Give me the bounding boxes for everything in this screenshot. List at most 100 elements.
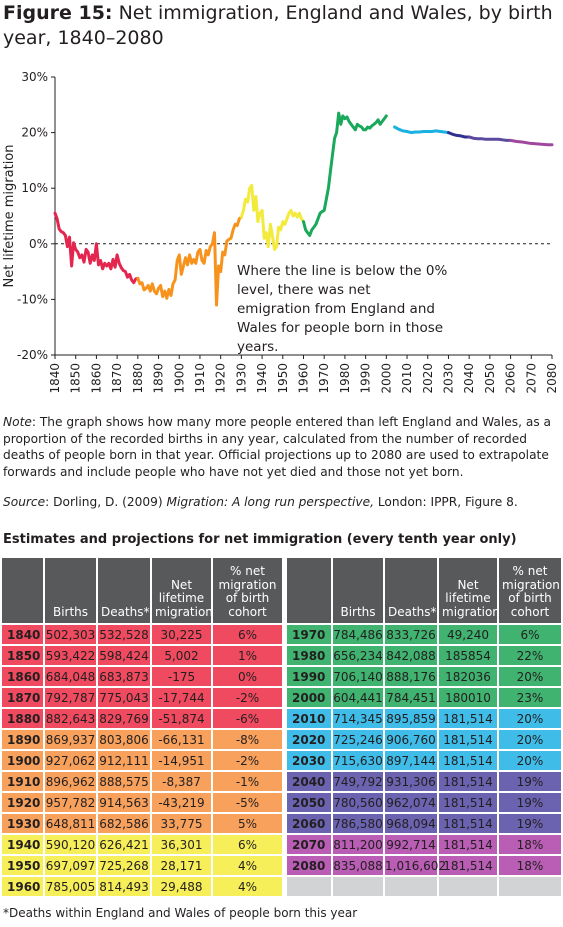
series-line-0 [53,211,140,285]
year-cell: 2020 [285,728,333,751]
header-pct-net-migration: % net migration of birth cohort [497,556,563,625]
year-cell: 1870 [0,686,45,709]
table-row: 2000 604,441 784,451 180010 23% [285,686,563,709]
net-migration-cell: 30,225 [150,623,213,646]
deaths-cell: 833,726 [383,623,439,646]
table-row: 1960 785,005 814,493 29,488 4% [0,875,284,898]
header-net-migration: Net lifetime migration [437,556,500,625]
births-cell: 792,787 [43,686,98,709]
births-cell: 780,560 [331,791,385,814]
x-tick-label: 1990 [359,363,373,394]
net-migration-cell: -66,131 [150,728,213,751]
series-line-2 [239,183,305,251]
table-row: 1970 784,486 833,726 49,240 6% [285,623,563,646]
year-cell: 1970 [285,623,333,646]
births-cell: 715,630 [331,749,385,772]
births-cell: 896,962 [43,770,98,793]
x-tick-label: 1960 [297,363,311,394]
estimates-table-right: Births Deaths* Net lifetime migration % … [285,556,563,898]
table-row: 1950 697,097 725,268 28,171 4% [0,854,284,877]
table-row: 1880 882,643 829,769 -51,874 -6% [0,707,284,730]
table-row: 2010 714,345 895,859 181,514 20% [285,707,563,730]
table-row: 2020 725,246 906,760 181,514 20% [285,728,563,751]
x-tick-label: 1910 [193,363,207,394]
annotation-line: Where the line is below the 0% [237,263,447,279]
deaths-cell: 1,016,602 [383,854,446,877]
year-cell: 2010 [285,707,333,730]
net-migration-cell: 28,171 [150,854,213,877]
net-migration-cell: -43,219 [150,791,213,814]
births-cell: 714,345 [331,707,385,730]
deaths-cell: 829,769 [96,707,152,730]
pct-cell: 4% [211,854,284,877]
header-year [285,556,333,625]
table-header-row: Births Deaths* Net lifetime migration % … [0,556,284,625]
pct-cell: 18% [497,854,563,877]
pct-cell: 22% [497,644,563,667]
net-migration-cell: -17,744 [150,686,213,709]
table-row: 2080 835,088 1,016,602 181,514 18% [285,854,563,877]
source-pre: : Dorling, D. (2009) [45,495,167,509]
pct-cell: -6% [211,707,284,730]
deaths-cell: 725,268 [96,854,152,877]
births-cell: 882,643 [43,707,98,730]
x-tick-label: 1900 [172,363,186,394]
pct-cell: 19% [497,791,563,814]
year-cell: 1900 [0,749,45,772]
pct-cell: -1% [211,770,284,793]
deaths-cell: 962,074 [383,791,439,814]
births-cell: 604,441 [331,686,385,709]
table-footnote: *Deaths within England and Wales of peop… [3,906,358,920]
net-migration-cell: 181,514 [437,812,499,835]
x-tick-label: 2040 [462,363,476,394]
figure-title: Figure 15: Net immigration, England and … [3,1,559,51]
x-tick-label: 1920 [214,363,228,394]
table-row: 1940 590,120 626,421 36,301 6% [0,833,284,856]
net-migration-cell: 33,775 [150,812,213,835]
series-line-4 [393,125,450,135]
table-row: 1990 706,140 888,176 182036 20% [285,665,563,688]
year-cell: 1980 [285,644,333,667]
births-cell: 869,937 [43,728,98,751]
deaths-cell: 842,088 [383,644,439,667]
year-cell: 1940 [0,833,45,856]
series-line-6 [467,135,513,142]
y-tick-label: -20% [17,348,48,362]
figure-title-text: Net immigration, England and Wales, by b… [3,2,553,49]
year-cell: 1860 [0,665,45,688]
pct-cell: -5% [211,791,284,814]
table-row: 1980 656,234 842,088 185854 22% [285,644,563,667]
deaths-cell: 895,859 [383,707,439,730]
x-tick-label: 1980 [338,363,352,394]
x-tick-label: 2050 [483,363,497,394]
deaths-cell: 532,528 [96,623,152,646]
deaths-cell: 888,575 [96,770,152,793]
estimates-table-left: Births Deaths* Net lifetime migration % … [0,556,284,898]
net-migration-cell: -175 [150,665,213,688]
births-cell: 502,303 [43,623,98,646]
births-cell: 648,811 [43,812,98,835]
pct-cell: 1% [211,644,284,667]
y-tick-label: -10% [17,292,48,306]
year-cell: 1840 [0,623,45,646]
pct-cell: 20% [497,665,563,688]
births-cell: 725,246 [331,728,385,751]
table-row: 2040 749,792 931,306 181,514 19% [285,770,563,793]
pct-cell: 20% [497,749,563,772]
net-migration-cell: 182036 [437,665,499,688]
x-tick-label: 1930 [234,363,248,394]
x-tick-label: 2070 [524,363,538,394]
header-net-migration: Net lifetime migration [150,556,213,625]
table-row: 1890 869,937 803,806 -66,131 -8% [0,728,284,751]
year-cell: 2070 [285,833,333,856]
births-cell: 593,422 [43,644,98,667]
year-cell: 2040 [285,770,333,793]
annotation-text: Where the line is below the 0% level, the… [237,263,447,355]
net-migration-cell: 181,514 [437,770,499,793]
deaths-cell: 598,424 [96,644,152,667]
year-cell: 2080 [285,854,333,877]
header-year [0,556,45,625]
pct-cell: 6% [211,833,284,856]
x-tick-label: 2000 [379,363,393,394]
pct-cell: 20% [497,728,563,751]
